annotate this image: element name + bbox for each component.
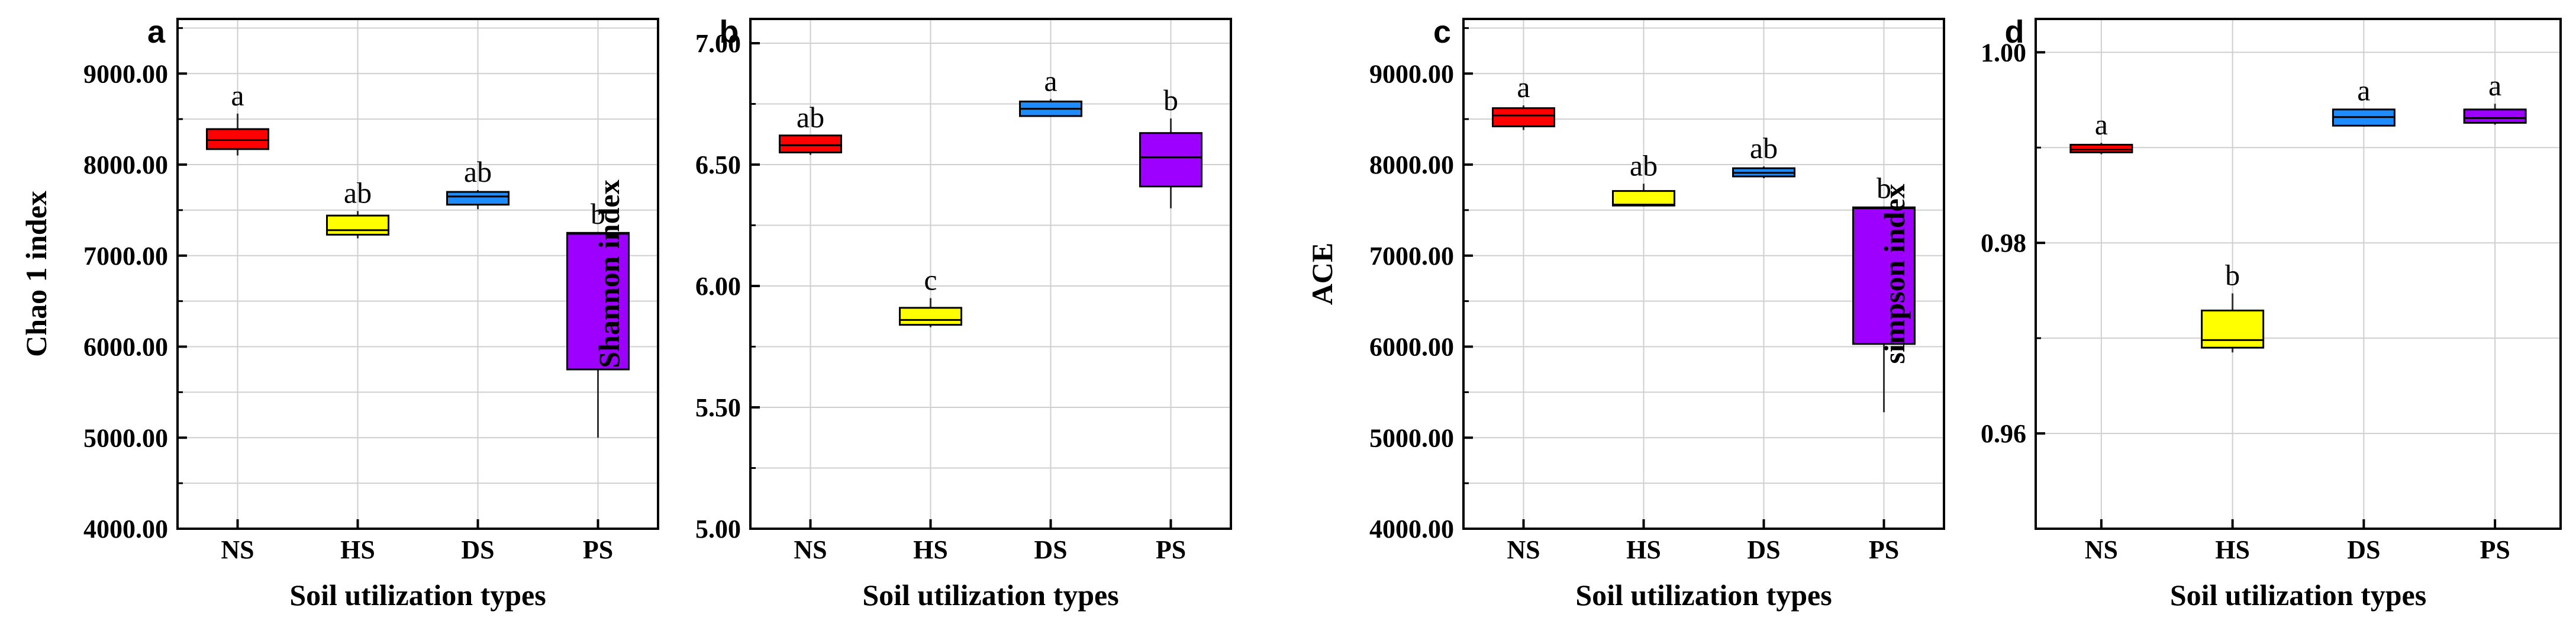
- significance-label-ns: ab: [797, 101, 824, 134]
- box-hs: [326, 214, 389, 236]
- x-axis-title: Soil utilization types: [1575, 578, 1832, 612]
- y-tick-label: 6.50: [695, 150, 741, 179]
- significance-label-ns: a: [1517, 70, 1530, 104]
- x-tick-label-ps: PS: [583, 535, 613, 564]
- y-tick-label: 0.98: [1981, 229, 2026, 258]
- y-tick-label: 9000.00: [1369, 59, 1454, 88]
- x-tick-label-ps: PS: [2480, 535, 2510, 564]
- x-tick-label-ns: NS: [2085, 535, 2118, 564]
- x-tick-label-ds: DS: [1034, 535, 1067, 564]
- y-tick-label: 8000.00: [1369, 150, 1454, 179]
- significance-label-hs: b: [2225, 258, 2240, 291]
- panel-label-d: d: [2005, 14, 2024, 50]
- significance-label-ds: a: [2357, 73, 2370, 107]
- significance-label-ps: a: [2488, 69, 2501, 102]
- y-axis-title: ACE: [1305, 243, 1339, 306]
- plot-frame: [1462, 18, 1945, 530]
- x-tick-label-hs: HS: [1626, 535, 1661, 564]
- panel-label-b: b: [720, 14, 739, 50]
- x-tick-label-ds: DS: [461, 535, 494, 564]
- box-ps: [566, 231, 630, 371]
- y-tick-label: 1.00: [1981, 38, 2026, 67]
- y-tick-label: 7000.00: [1369, 242, 1454, 271]
- x-tick-label-hs: HS: [2215, 535, 2250, 564]
- y-tick-label: 7000.00: [83, 242, 168, 271]
- chart-panel-c: a ab ab b 4000.00 5000.00 6000.00 7000.00 8000.0…: [1305, 14, 1945, 612]
- significance-label-hs: ab: [1630, 149, 1658, 182]
- x-axis-title: Soil utilization types: [289, 578, 546, 612]
- box-ns: [779, 134, 842, 154]
- box-ns: [1492, 107, 1555, 127]
- plot-frame: [176, 18, 659, 530]
- y-axis-title: Chao 1 index: [20, 191, 53, 357]
- box-ds: [446, 191, 510, 206]
- x-tick-label-ns: NS: [794, 535, 827, 564]
- significance-label-ds: ab: [464, 155, 492, 188]
- box-hs: [899, 307, 962, 326]
- box-ns: [206, 128, 269, 150]
- y-tick-label: 4000.00: [1369, 515, 1454, 544]
- x-tick-label-ds: DS: [1747, 535, 1780, 564]
- y-tick-label: 9000.00: [83, 59, 168, 88]
- plot-frame: [749, 18, 1232, 530]
- box-hs: [1612, 190, 1675, 207]
- box-ps: [1852, 206, 1916, 345]
- panel-label-c: c: [1433, 14, 1451, 50]
- y-tick-label: 5.50: [695, 393, 741, 422]
- chart-panel-a: a ab ab b 4000.00 5000.00 6000.00 7000.00 8000.0…: [20, 14, 659, 612]
- y-tick-label: 5.00: [695, 515, 741, 544]
- box-ns: [2069, 143, 2133, 153]
- significance-label-ns: a: [2095, 108, 2108, 141]
- plot-frame: [2035, 18, 2562, 530]
- significance-label-ns: a: [231, 79, 244, 112]
- box-hs: [2201, 309, 2265, 349]
- x-tick-label-ns: NS: [1507, 535, 1540, 564]
- x-tick-label-hs: HS: [913, 535, 948, 564]
- y-tick-label: 4000.00: [83, 515, 168, 544]
- y-tick-label: 5000.00: [1369, 423, 1454, 452]
- box-ps: [1139, 132, 1202, 188]
- significance-label-ps: b: [591, 197, 605, 230]
- y-axis-title: simpson index: [1878, 184, 1911, 364]
- y-tick-label: 6000.00: [83, 333, 168, 362]
- x-tick-label-hs: HS: [340, 535, 375, 564]
- y-tick-label: 5000.00: [83, 423, 168, 452]
- significance-label-ps: b: [1877, 172, 1891, 205]
- significance-label-hs: c: [924, 263, 937, 297]
- y-tick-label: 7.00: [695, 29, 741, 58]
- chart-panel-d: a b a a 0.96 0.98 1.00 NS HS DS PS Soil utilization…: [1878, 14, 2562, 612]
- x-tick-label-ns: NS: [221, 535, 254, 564]
- y-tick-label: 0.96: [1981, 419, 2026, 448]
- box-ps: [2463, 108, 2527, 124]
- significance-label-ps: b: [1163, 83, 1178, 117]
- x-axis-title: Soil utilization types: [2170, 578, 2426, 612]
- y-tick-label: 6000.00: [1369, 333, 1454, 362]
- significance-label-hs: ab: [344, 176, 372, 209]
- significance-label-ds: ab: [1750, 131, 1778, 165]
- x-tick-label-ps: PS: [1869, 535, 1899, 564]
- x-axis-title: Soil utilization types: [862, 578, 1118, 612]
- y-tick-label: 8000.00: [83, 150, 168, 179]
- x-tick-label-ds: DS: [2347, 535, 2380, 564]
- x-tick-label-ps: PS: [1156, 535, 1186, 564]
- y-axis-title: Shannon index: [592, 179, 626, 368]
- panel-label-a: a: [147, 14, 166, 50]
- y-tick-label: 6.00: [695, 272, 741, 301]
- significance-label-ds: a: [1044, 64, 1057, 97]
